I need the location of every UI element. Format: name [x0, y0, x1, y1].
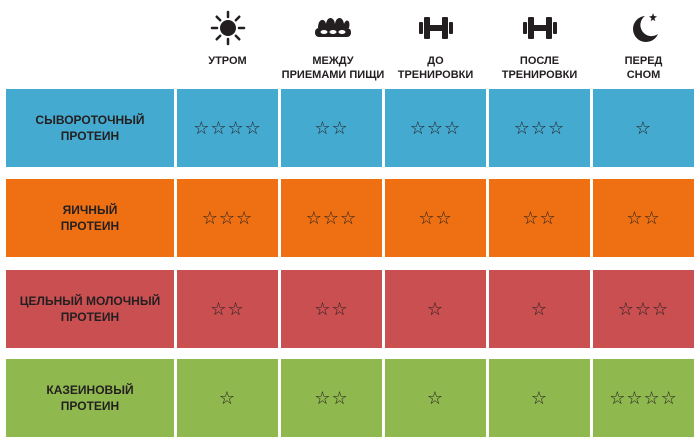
- header-label: ДО ТРЕНИРОВКИ: [397, 55, 474, 81]
- header-after-workout: ПОСЛЕ ТРЕНИРОВКИ: [489, 8, 590, 88]
- rating-cell: ☆☆: [281, 89, 382, 167]
- header-before-sleep: ПЕРЕД СНОМ: [593, 8, 694, 88]
- meal-icon: [313, 8, 353, 48]
- dumbbell-icon: [520, 8, 560, 48]
- sun-icon: [208, 8, 248, 48]
- rating-cell: ☆: [385, 359, 486, 437]
- rating-cell: ☆: [489, 270, 590, 348]
- dumbbell-icon: [416, 8, 456, 48]
- header-label: ПОСЛЕ ТРЕНИРОВКИ: [501, 55, 578, 81]
- row-label-milk: ЦЕЛЬНЫЙ МОЛОЧНЫЙ ПРОТЕИН: [6, 270, 174, 348]
- header-label: УТРОМ: [208, 55, 247, 67]
- rating-cell: ☆: [385, 270, 486, 348]
- rating-cell: ☆☆: [489, 179, 590, 257]
- header-between-meals: МЕЖДУ ПРИЕМАМИ ПИЩИ: [281, 8, 385, 88]
- row-label-egg: ЯИЧНЫЙ ПРОТЕИН: [6, 179, 174, 257]
- rating-cell: ☆☆☆: [593, 270, 694, 348]
- rating-cell: ☆☆: [385, 179, 486, 257]
- rating-cell: ☆☆☆: [177, 179, 278, 257]
- rating-cell: ☆☆☆: [385, 89, 486, 167]
- rating-cell: ☆☆: [177, 270, 278, 348]
- rating-cell: ☆: [177, 359, 278, 437]
- rating-cell: ☆☆☆: [281, 179, 382, 257]
- header-label: ПЕРЕД СНОМ: [624, 55, 663, 81]
- row-label-casein: КАЗЕИНОВЫЙ ПРОТЕИН: [6, 359, 174, 437]
- rating-cell: ☆☆☆: [489, 89, 590, 167]
- header-before-workout: ДО ТРЕНИРОВКИ: [385, 8, 486, 88]
- rating-cell: ☆☆: [281, 270, 382, 348]
- rating-cell: ☆☆: [593, 179, 694, 257]
- rating-cell: ☆☆: [281, 359, 382, 437]
- header-label: МЕЖДУ ПРИЕМАМИ ПИЩИ: [281, 55, 385, 81]
- row-label-whey: СЫВОРОТОЧНЫЙ ПРОТЕИН: [6, 89, 174, 167]
- rating-cell: ☆☆☆☆: [593, 359, 694, 437]
- rating-cell: ☆☆☆☆: [177, 89, 278, 167]
- rating-cell: ☆: [489, 359, 590, 437]
- rating-cell: ☆: [593, 89, 694, 167]
- moon-icon: [624, 8, 664, 48]
- header-morning: УТРОМ: [177, 8, 278, 88]
